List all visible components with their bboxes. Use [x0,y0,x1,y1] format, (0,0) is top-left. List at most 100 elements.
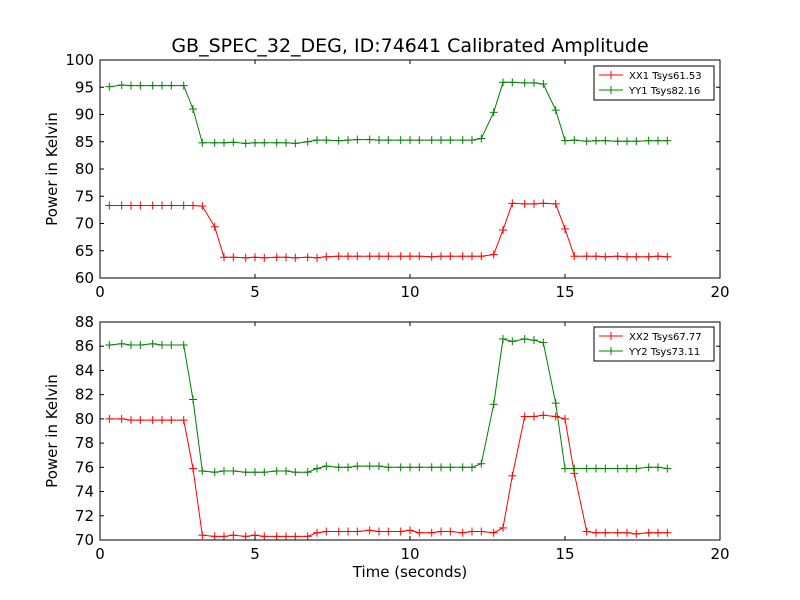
data-point [415,136,424,145]
data-point [623,252,631,261]
data-point [551,106,560,115]
y-tick-label: 100 [65,51,94,69]
data-point [334,136,343,145]
data-point [303,137,312,146]
data-point [520,412,529,421]
data-point [291,532,300,541]
data-point [189,395,197,404]
data-point [551,412,560,421]
data-point [601,252,610,261]
data-point [551,199,560,208]
data-point [241,139,250,148]
data-point [396,527,405,536]
data-point [468,527,476,536]
data-point [623,464,631,473]
data-point [477,459,486,468]
data-point [251,138,259,147]
subplot-2: 0 5 10 15 20 70 72 74 76 78 80 82 84 86 88 Power in Kel… [43,313,730,581]
data-point [632,137,641,146]
data-point [344,136,352,145]
data-point [415,463,424,472]
x-tick-label: 0 [95,545,105,563]
data-point [582,137,591,146]
y-tick-label: 78 [75,434,94,452]
data-point [613,137,622,146]
data-point [396,463,405,472]
data-point [458,252,467,261]
y-tick-label: 95 [75,78,94,96]
data-point [282,532,290,541]
data-point [592,528,600,537]
data-point [260,138,269,147]
data-point [570,464,579,473]
data-point [632,529,641,538]
data-point [468,252,476,261]
data-point [322,136,331,145]
data-point [601,464,610,473]
data-point [415,528,424,537]
data-point [105,82,114,91]
data-point [592,464,600,473]
data-point [198,466,207,475]
data-point [623,528,631,537]
data-point [406,526,414,535]
data-point [406,136,414,145]
legend-label: YY1 Tsys82.16 [628,86,700,97]
data-point [499,78,507,87]
data-point [282,466,290,475]
data-point [272,138,281,147]
data-point [477,252,486,261]
data-point [220,253,228,262]
data-point [508,199,517,208]
data-point [365,135,374,144]
data-point [530,412,538,421]
data-point [303,468,312,477]
data-point [198,202,207,211]
data-point [427,528,436,537]
data-point [437,527,445,536]
data-point [499,523,507,532]
data-point [654,136,662,145]
data-point [272,466,281,475]
data-point [489,528,498,537]
data-point [508,471,517,480]
x-tick-label: 5 [250,545,260,563]
data-point [127,341,135,350]
data-point [272,532,281,541]
x-tick-label: 15 [555,283,574,301]
data-point [446,463,455,472]
data-point [530,78,538,87]
data-point [520,78,529,87]
data-point [148,81,157,90]
data-point [663,528,672,537]
data-point [613,464,622,473]
data-point [167,416,176,425]
data-point [158,201,166,210]
data-point [499,334,507,343]
data-point [396,252,405,261]
series-line-2-2 [109,338,668,473]
data-point [663,136,672,145]
data-point [344,527,352,536]
data-point [477,527,486,536]
data-point [167,81,176,90]
y-tick-label: 90 [75,106,94,124]
data-point [375,527,383,536]
data-point [365,462,374,471]
y-tick-label: 80 [75,410,94,428]
data-point [117,414,126,423]
data-point [179,81,188,90]
data-point [663,252,672,261]
data-point [148,339,157,348]
data-point [427,136,436,145]
y-tick-label: 86 [75,337,94,355]
data-point [644,136,653,145]
data-point [520,334,529,343]
data-point [303,532,312,541]
data-point [158,81,166,90]
data-point [539,338,548,347]
data-point [334,527,343,536]
y-tick-label: 82 [75,386,94,404]
data-point [561,414,569,423]
data-point [530,199,538,208]
